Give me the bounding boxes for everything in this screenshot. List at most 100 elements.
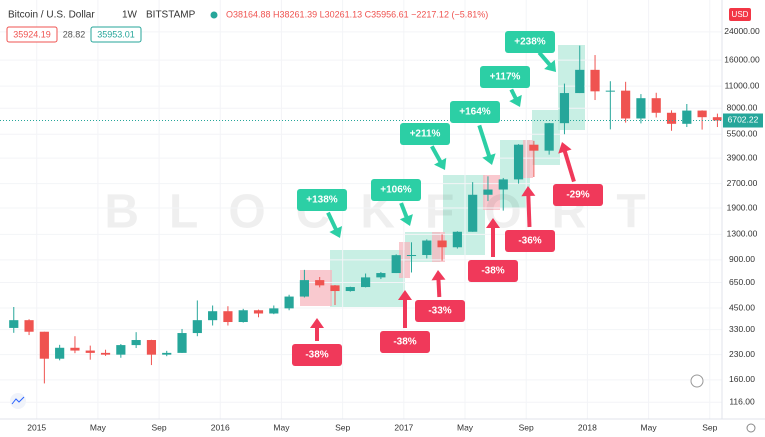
y-tick-label: 3900.00 (727, 152, 758, 162)
ask-box[interactable] (90, 26, 142, 43)
candle-body (483, 189, 493, 195)
callout-arrowhead (486, 218, 500, 228)
status-dot (210, 11, 218, 19)
candle-body (621, 90, 631, 119)
y-tick-label: 650.00 (729, 277, 755, 287)
callout-arrowhead (310, 318, 324, 328)
candle-body (605, 90, 615, 92)
callout-label: -36% (518, 236, 541, 247)
callout-box (505, 230, 555, 252)
candle-body (116, 345, 126, 355)
callout-box (480, 66, 530, 88)
candle-body (513, 144, 524, 180)
x-tick-label: May (641, 422, 658, 432)
candle-body (422, 240, 432, 256)
x-tick-label: May (90, 422, 107, 432)
callout-box (415, 300, 465, 322)
x-tick-label: May (273, 422, 290, 432)
candle-body (55, 347, 65, 359)
candle-body (24, 320, 34, 332)
y-tick-label: 11000.00 (725, 80, 760, 90)
callout-box (380, 331, 430, 353)
callout-label: +106% (380, 185, 412, 196)
y-tick-label: 116.00 (729, 396, 755, 406)
x-tick-label: 2016 (211, 422, 230, 432)
candle-body (9, 320, 19, 328)
candle-body (299, 280, 309, 297)
candle-body (575, 69, 585, 94)
bid: 35924.19 (13, 29, 51, 39)
x-tick-label: May (457, 422, 474, 432)
x-tick-label: Sep (702, 422, 717, 432)
callout-arrow (477, 124, 493, 160)
y-tick-label: 900.00 (729, 254, 755, 264)
y-tick-label: 8000.00 (727, 102, 758, 112)
callout-arrowhead (558, 142, 572, 154)
candle-body (361, 277, 371, 288)
callout-arrowhead (509, 94, 522, 107)
callout-label: -33% (428, 306, 451, 317)
y-tick-label: 1300.00 (727, 229, 758, 239)
callout-box (505, 31, 555, 53)
candle-body (498, 179, 508, 190)
ohlc-readout: O38164.88 H38261.39 L30261.13 C35956.61 … (226, 9, 488, 19)
y-tick-label: 5500.00 (727, 128, 758, 138)
candle-body (146, 340, 157, 355)
callout-arrowhead (399, 214, 413, 226)
y-tick-label: 24000.00 (724, 26, 760, 36)
last-price-box (723, 113, 763, 128)
symbol-title: Bitcoin / U.S. Dollar (8, 10, 95, 21)
candle-body (315, 280, 325, 286)
candle-body (437, 240, 447, 248)
callout-arrowhead (521, 186, 536, 197)
callout-label: -38% (481, 266, 504, 277)
candle-body (376, 273, 386, 278)
logo-mark (11, 396, 25, 405)
callout-label: -29% (566, 190, 589, 201)
candle-body (330, 285, 340, 292)
candle-body (253, 310, 264, 314)
callout-arrow (561, 147, 576, 183)
y-tick-label: 1900.00 (727, 202, 758, 212)
callout-arrow (526, 191, 532, 228)
callout-box (450, 101, 500, 123)
x-tick-label: 2018 (578, 422, 597, 432)
callout-box (468, 260, 518, 282)
y-tick-label: 2700.00 (727, 178, 758, 188)
bid-box[interactable] (6, 26, 58, 43)
candle-body (284, 296, 294, 309)
candle-body (100, 352, 111, 355)
callout-label: -38% (305, 350, 328, 361)
drop-zone (523, 140, 533, 178)
candle-body (544, 123, 554, 151)
candle-body (391, 255, 401, 274)
callout-arrowhead (434, 157, 447, 170)
scroll-button[interactable] (690, 374, 704, 388)
currency-box[interactable] (729, 8, 751, 21)
candle-body (192, 320, 202, 334)
x-tick-label: Sep (152, 422, 167, 432)
last-price: 6702.22 (728, 115, 759, 125)
spread: 28.82 (63, 29, 86, 39)
settings-icon[interactable] (746, 423, 756, 433)
candle-body (269, 308, 279, 314)
y-tick-label: 230.00 (729, 349, 755, 359)
callout-box (292, 344, 342, 366)
callout-arrowhead (398, 290, 412, 300)
candle-body (177, 333, 187, 353)
candle-body (559, 93, 570, 124)
y-tick-label: 160.00 (729, 374, 755, 384)
callout-box (400, 123, 450, 145)
callout-label: +138% (306, 195, 338, 206)
x-tick-label: Sep (335, 422, 350, 432)
x-tick-label: Sep (519, 422, 534, 432)
y-tick-label: 450.00 (729, 302, 755, 312)
callout-box (297, 189, 347, 211)
candle-body (345, 287, 355, 292)
candle-body (590, 69, 600, 92)
candle-body (70, 347, 80, 351)
candle-body (223, 311, 233, 323)
